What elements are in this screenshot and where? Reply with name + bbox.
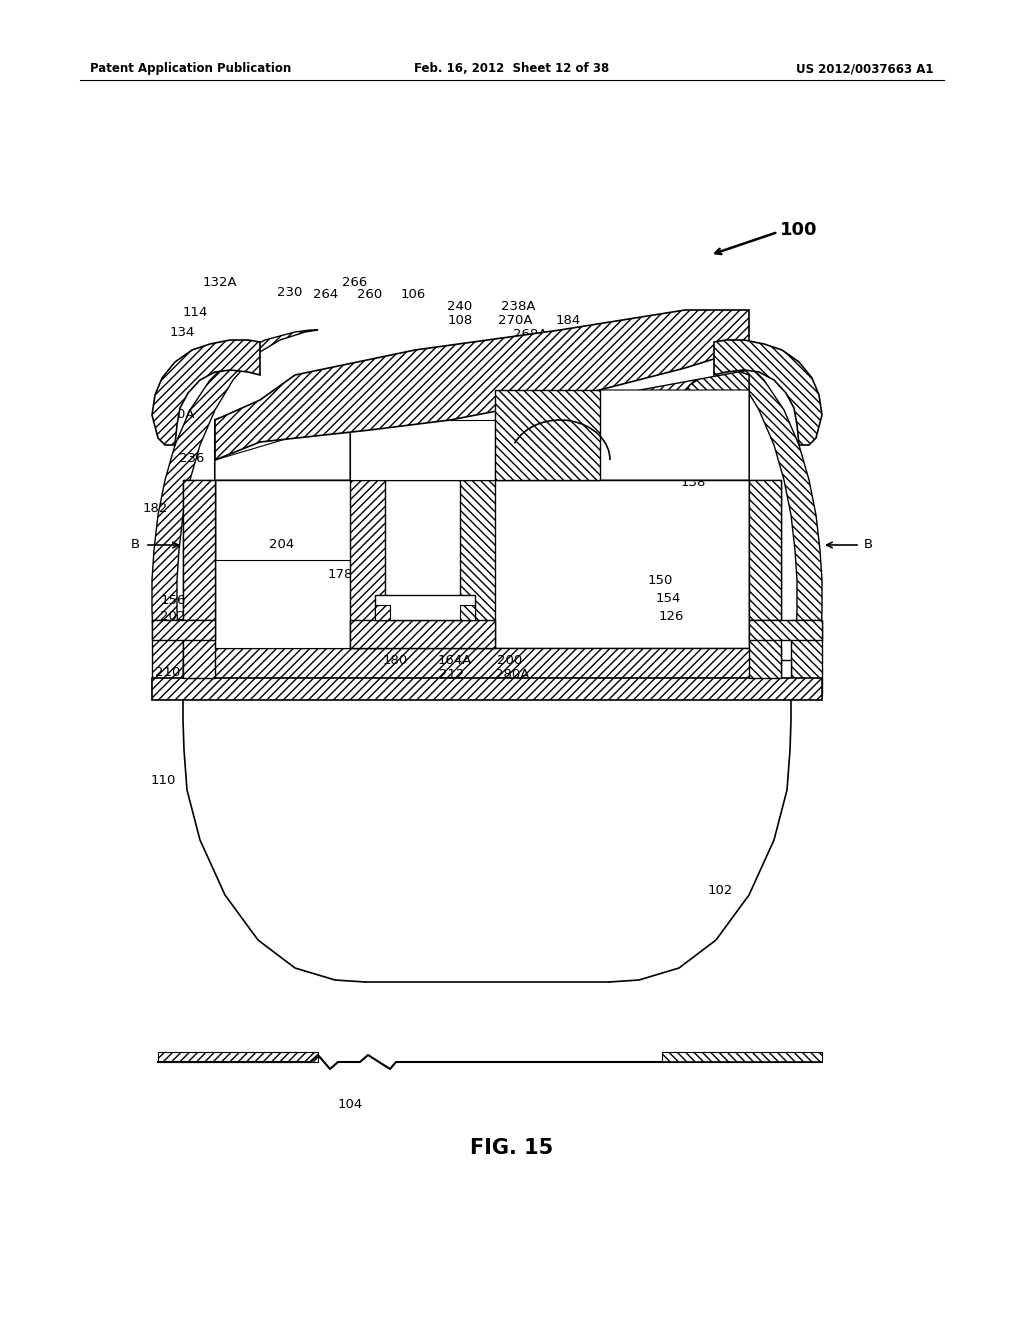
Text: 172A: 172A [278, 469, 312, 482]
Text: 134: 134 [169, 326, 195, 338]
Text: 166A: 166A [563, 329, 597, 342]
Polygon shape [152, 330, 318, 680]
Text: 180: 180 [382, 653, 408, 667]
Polygon shape [714, 341, 822, 445]
Polygon shape [152, 620, 183, 696]
Polygon shape [650, 330, 822, 680]
Polygon shape [152, 620, 215, 640]
Text: 204: 204 [269, 539, 295, 552]
Text: 230: 230 [278, 285, 303, 298]
Polygon shape [158, 1052, 318, 1063]
Text: 232: 232 [257, 441, 283, 454]
Polygon shape [678, 370, 749, 480]
Text: 164A: 164A [438, 653, 472, 667]
Text: 222: 222 [351, 528, 377, 541]
Text: A: A [565, 461, 574, 474]
Polygon shape [375, 595, 475, 620]
Text: B: B [863, 539, 872, 552]
Polygon shape [662, 1052, 822, 1063]
Polygon shape [749, 480, 781, 678]
Polygon shape [152, 341, 260, 445]
Polygon shape [495, 389, 749, 480]
Text: 104: 104 [337, 1098, 362, 1111]
Polygon shape [183, 480, 215, 620]
Polygon shape [215, 310, 749, 459]
Text: 162A: 162A [679, 433, 714, 446]
Text: 160A: 160A [673, 462, 708, 474]
Text: 106: 106 [400, 289, 426, 301]
Text: 226: 226 [352, 393, 378, 407]
Text: 132B: 132B [700, 329, 735, 342]
Text: 212: 212 [439, 668, 465, 681]
Polygon shape [749, 620, 822, 640]
Text: 236: 236 [179, 451, 205, 465]
Polygon shape [215, 420, 350, 480]
Polygon shape [183, 480, 215, 678]
Text: 110: 110 [151, 774, 176, 787]
Text: 268A: 268A [513, 329, 547, 342]
Polygon shape [215, 480, 749, 648]
Polygon shape [152, 678, 822, 700]
Text: B: B [130, 539, 139, 552]
Polygon shape [678, 370, 749, 480]
Text: 102: 102 [708, 883, 733, 896]
Text: 234: 234 [351, 483, 377, 496]
Text: US 2012/0037663 A1: US 2012/0037663 A1 [797, 62, 934, 75]
Polygon shape [183, 648, 781, 678]
Text: 100: 100 [780, 220, 817, 239]
Text: 168: 168 [604, 329, 630, 342]
Polygon shape [375, 605, 390, 620]
Text: FIG. 15: FIG. 15 [470, 1138, 554, 1158]
Text: Patent Application Publication: Patent Application Publication [90, 62, 291, 75]
Polygon shape [791, 620, 822, 696]
Text: 224: 224 [351, 513, 377, 527]
Polygon shape [749, 480, 781, 620]
Text: 210: 210 [156, 665, 180, 678]
Text: 150: 150 [647, 573, 673, 586]
Text: 270A: 270A [498, 314, 532, 326]
Polygon shape [215, 345, 749, 480]
Text: 260: 260 [357, 289, 383, 301]
Text: 114: 114 [182, 306, 208, 319]
Text: 108: 108 [447, 314, 473, 326]
Text: 280A: 280A [495, 668, 529, 681]
Polygon shape [350, 480, 385, 648]
Text: 178: 178 [328, 569, 352, 582]
Text: 156: 156 [161, 594, 185, 606]
Text: Feb. 16, 2012  Sheet 12 of 38: Feb. 16, 2012 Sheet 12 of 38 [415, 62, 609, 75]
Text: 138: 138 [680, 477, 706, 490]
Text: 220: 220 [351, 499, 377, 511]
Polygon shape [215, 560, 350, 648]
Text: 264: 264 [313, 289, 339, 301]
Text: 130A: 130A [161, 408, 196, 421]
Text: 200: 200 [498, 653, 522, 667]
Polygon shape [350, 620, 495, 648]
Polygon shape [350, 420, 495, 480]
Text: 231: 231 [181, 362, 207, 375]
Polygon shape [183, 660, 791, 678]
Text: 182: 182 [142, 502, 168, 515]
Text: 184: 184 [555, 314, 581, 326]
Text: 202: 202 [161, 610, 185, 623]
Text: 126: 126 [658, 610, 684, 623]
Polygon shape [215, 345, 749, 462]
Text: 132A: 132A [203, 276, 238, 289]
Text: 238A: 238A [501, 301, 536, 314]
Text: 154: 154 [655, 591, 681, 605]
Polygon shape [495, 389, 600, 480]
Polygon shape [460, 480, 495, 648]
Polygon shape [460, 605, 475, 620]
Text: 130B: 130B [700, 412, 735, 425]
Text: 240: 240 [447, 301, 473, 314]
Text: 228: 228 [328, 374, 352, 387]
Text: 266: 266 [342, 276, 368, 289]
Text: 152: 152 [638, 329, 664, 342]
